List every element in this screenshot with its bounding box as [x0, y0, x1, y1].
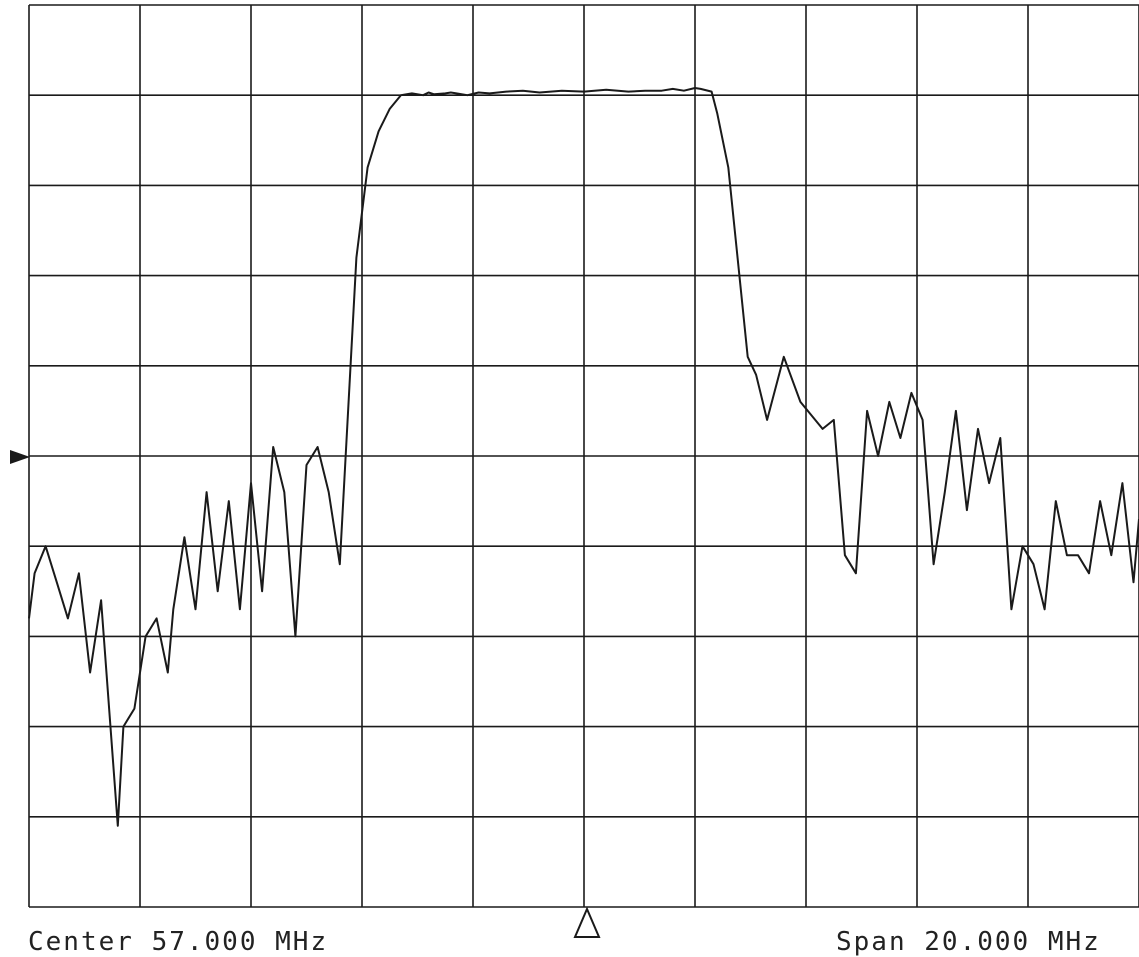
center-delta-marker-icon — [573, 906, 601, 938]
graticule-grid — [28, 4, 1139, 908]
reference-level-marker-icon — [10, 450, 30, 464]
span-label: Span 20.000 MHz — [836, 927, 1101, 957]
spectrum-trace — [28, 87, 1139, 827]
center-frequency-label: Center 57.000 MHz — [28, 927, 328, 957]
